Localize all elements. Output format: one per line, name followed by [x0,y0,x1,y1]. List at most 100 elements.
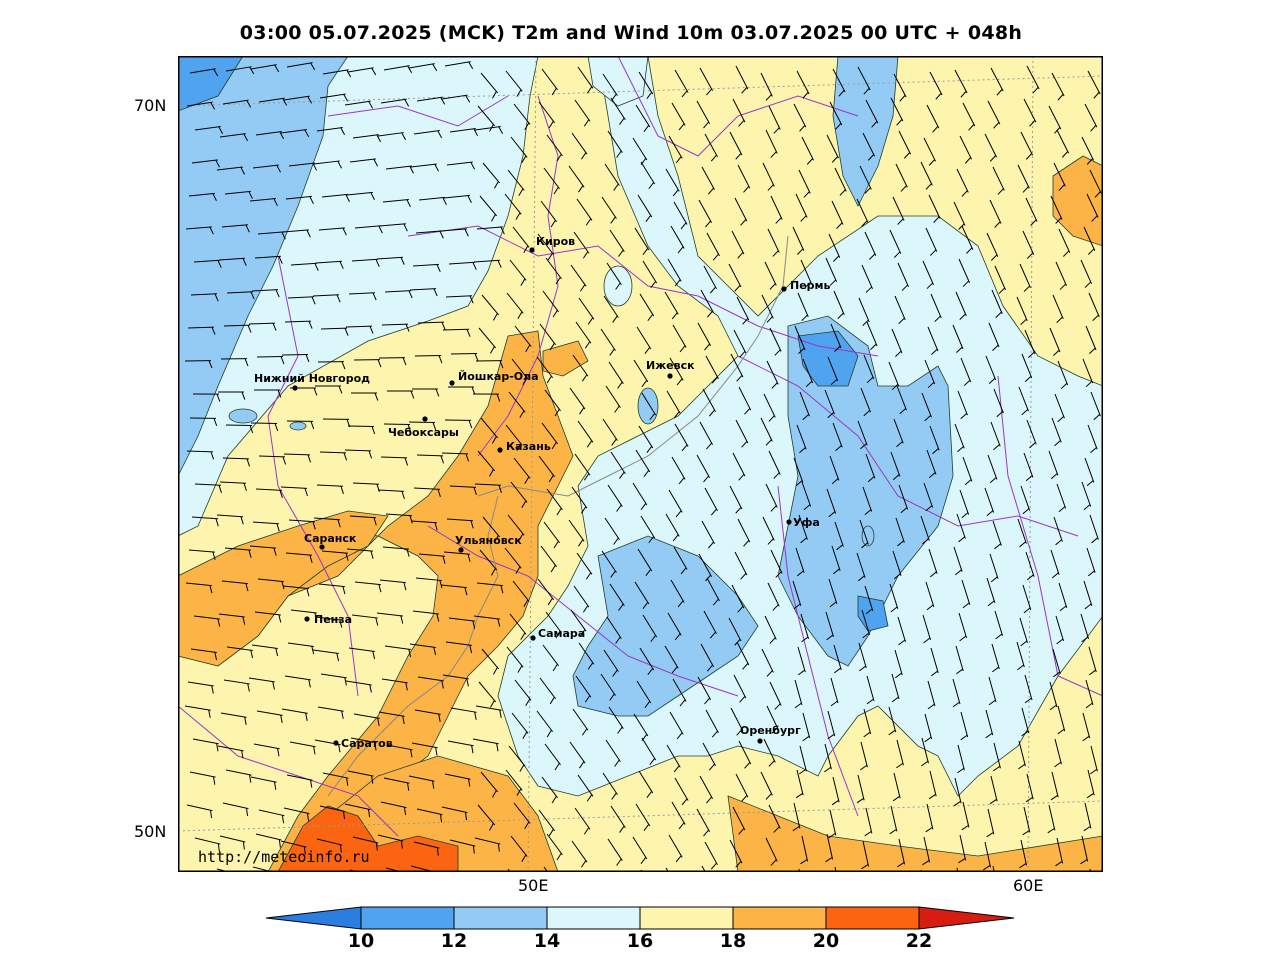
wind-barb [734,551,748,576]
wind-barb [1019,263,1031,288]
wind-barb [600,328,616,351]
wind-barb [829,455,840,481]
wind-barb-tick [889,828,897,835]
wind-barb-tick [773,826,780,833]
wind-barb [831,545,841,571]
colorbar-tick-22: 22 [905,930,933,952]
wind-barb-tick [218,126,224,135]
wind-barb [633,359,649,383]
wind-barb [574,453,591,476]
wind-barb-tick [890,606,898,613]
wind-barb [319,805,346,813]
wind-barb-tick [862,632,870,639]
wind-barb-tick [248,549,252,558]
wind-barb [1058,228,1071,253]
wind-barb-tick [303,846,306,855]
wind-barb [1049,327,1061,353]
wind-barb [833,644,842,671]
wind-barb [737,518,751,543]
wind-barb [1090,745,1098,772]
wind-barb-tick [432,63,438,72]
wind-barb [1083,580,1093,606]
wind-barb-tick [679,345,686,353]
wind-barb [1089,169,1102,194]
wind-barb-tick [245,224,250,233]
wind-barb [923,836,931,863]
wind-barb [706,232,720,257]
wind-barb [574,807,591,830]
wind-barb [831,200,844,225]
wind-barb [477,450,496,472]
wind-barb-tick [640,502,647,510]
wind-barb [1058,582,1068,608]
wind-barb-tick [836,544,844,551]
wind-barb-tick [498,485,502,493]
wind-barb-tick [499,709,502,718]
wind-barb [506,292,524,314]
wind-barb-tick [897,218,904,225]
wind-barb-tick [516,89,522,97]
wind-barb-tick [861,220,868,227]
wind-barb-tick [346,69,352,78]
wind-barb [514,679,532,701]
wind-barb [512,226,530,248]
wind-barb-tick [435,388,440,397]
field-18-20-patch [542,340,589,377]
wind-barb [984,487,995,513]
wind-barb-tick [988,699,996,706]
wind-barb-tick [836,222,843,229]
wind-barb-tick [1051,572,1059,579]
wind-barb [825,257,838,282]
wind-barb-tick [1056,316,1063,323]
wind-barb [481,294,500,316]
wind-barb [1086,193,1099,218]
wind-barb-tick [956,346,963,354]
wind-barb [792,226,805,251]
wind-barb [1023,98,1037,123]
wind-barb-tick [404,457,409,466]
wind-barb-tick [615,282,621,290]
wind-barb-tick [339,844,342,853]
wind-barb [376,256,403,260]
wind-barb-tick [799,125,806,132]
wind-barb [670,579,685,603]
wind-barb [504,193,522,215]
wind-barb [857,420,868,446]
wind-barb [635,104,651,128]
wind-barb [954,423,965,449]
wind-barb-tick [797,669,805,676]
wind-barb [797,292,809,318]
wind-barb [287,642,314,647]
wind-barb-tick [1058,184,1065,191]
wind-barb [830,323,842,349]
wind-barb-tick [704,343,711,351]
wind-barb-tick [1060,382,1068,390]
wind-barb-tick [242,841,245,850]
wind-barb [701,520,715,545]
wind-barb [348,292,375,295]
wind-barb-tick [552,309,558,318]
wind-barb [1048,804,1056,831]
wind-barb [224,547,251,551]
wind-barb [865,453,876,479]
wind-barb-tick [1025,796,1033,803]
wind-barb-tick [218,485,222,493]
wind-barb-tick [1055,539,1063,546]
wind-barb [731,584,745,609]
wind-barb [1020,485,1031,511]
wind-barb-tick [706,442,712,450]
wind-barb-tick [493,535,499,543]
wind-barb-tick [766,670,773,677]
svg-text:Чебоксары: Чебоксары [388,426,459,439]
wind-barb-tick [474,711,477,720]
wind-barb-tick [280,714,283,723]
wind-barb [767,582,780,607]
wind-barb-tick [770,859,777,866]
wind-barb [509,259,527,281]
wind-barb [1017,518,1027,544]
wind-barb [288,162,315,167]
wind-barb [446,518,473,522]
wind-barb-tick [517,665,523,673]
wind-barb-tick [960,412,968,420]
wind-barb [925,227,938,252]
